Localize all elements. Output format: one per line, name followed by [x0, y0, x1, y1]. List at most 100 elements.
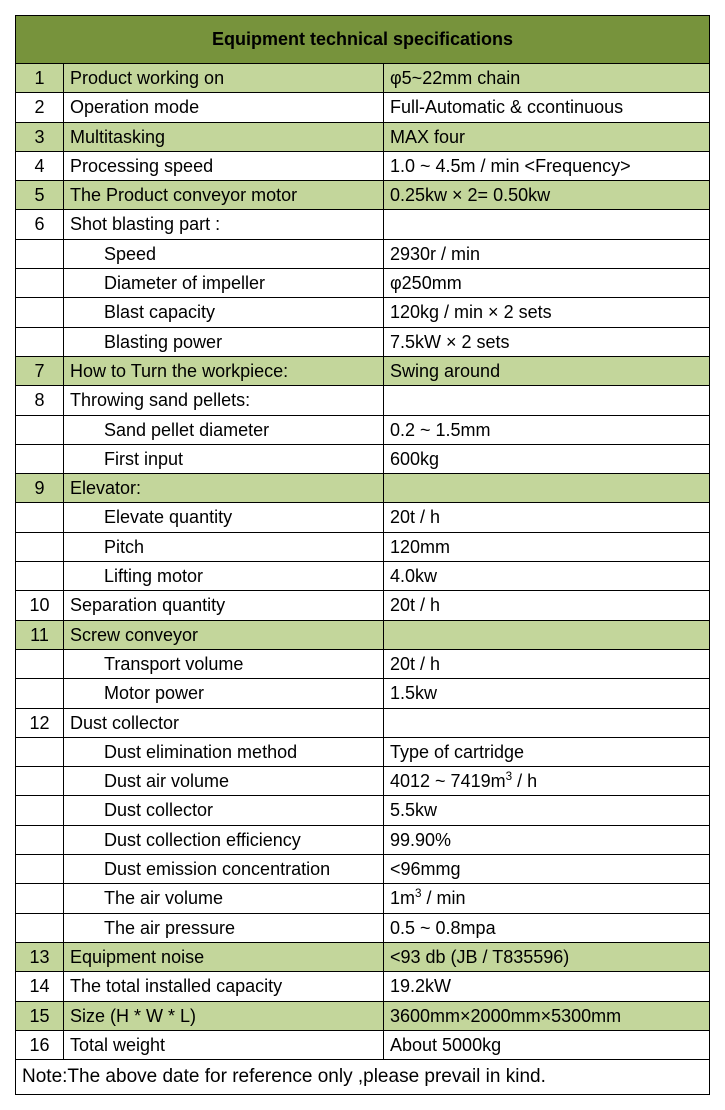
row-value: 1.5kw [384, 679, 710, 708]
row-number [16, 532, 64, 561]
table-row: 2Operation modeFull-Automatic & ccontinu… [16, 93, 710, 122]
row-number [16, 239, 64, 268]
row-label: Dust collection efficiency [64, 825, 384, 854]
table-row: Dust emission concentration<96mmg [16, 855, 710, 884]
table-row: Speed2930r / min [16, 239, 710, 268]
row-value: 20t / h [384, 591, 710, 620]
row-value: 1m3 / min [384, 884, 710, 913]
row-label: Shot blasting part : [64, 210, 384, 239]
row-number: 7 [16, 356, 64, 385]
row-label: Elevator: [64, 474, 384, 503]
row-label: The air volume [64, 884, 384, 913]
row-number: 15 [16, 1001, 64, 1030]
row-number: 2 [16, 93, 64, 122]
row-number: 1 [16, 64, 64, 93]
row-number [16, 737, 64, 766]
row-label: Dust collector [64, 708, 384, 737]
table-row: Dust air volume4012 ~ 7419m3 / h [16, 767, 710, 796]
row-number: 4 [16, 151, 64, 180]
row-value: φ250mm [384, 269, 710, 298]
note-row: Note:The above date for reference only ,… [16, 1060, 710, 1095]
table-row: 14The total installed capacity19.2kW [16, 972, 710, 1001]
row-number [16, 913, 64, 942]
table-row: 16Total weightAbout 5000kg [16, 1030, 710, 1059]
table-row: 4Processing speed1.0 ~ 4.5m / min <Frequ… [16, 151, 710, 180]
table-row: 11Screw conveyor [16, 620, 710, 649]
row-label: Total weight [64, 1030, 384, 1059]
table-row: Transport volume20t / h [16, 649, 710, 678]
row-label: Motor power [64, 679, 384, 708]
row-label: Sand pellet diameter [64, 415, 384, 444]
row-value: 4012 ~ 7419m3 / h [384, 767, 710, 796]
row-value [384, 474, 710, 503]
row-value [384, 386, 710, 415]
row-value: Full-Automatic & ccontinuous [384, 93, 710, 122]
row-label: Screw conveyor [64, 620, 384, 649]
row-number: 9 [16, 474, 64, 503]
row-value: <93 db (JB / T835596) [384, 942, 710, 971]
row-value: 20t / h [384, 503, 710, 532]
row-label: Transport volume [64, 649, 384, 678]
row-number [16, 415, 64, 444]
row-label: Speed [64, 239, 384, 268]
table-row: 15Size (H * W * L)3600mm×2000mm×5300mm [16, 1001, 710, 1030]
table-row: 7How to Turn the workpiece:Swing around [16, 356, 710, 385]
table-row: Dust elimination method Type of cartridg… [16, 737, 710, 766]
row-label: How to Turn the workpiece: [64, 356, 384, 385]
row-value: 600kg [384, 444, 710, 473]
row-label: Size (H * W * L) [64, 1001, 384, 1030]
table-row: First input600kg [16, 444, 710, 473]
row-label: Diameter of impeller [64, 269, 384, 298]
specifications-table: Equipment technical specifications 1Prod… [15, 15, 710, 1095]
row-label: Dust emission concentration [64, 855, 384, 884]
row-label: Processing speed [64, 151, 384, 180]
table-row: 8Throwing sand pellets: [16, 386, 710, 415]
row-value: 19.2kW [384, 972, 710, 1001]
row-number [16, 444, 64, 473]
row-number [16, 855, 64, 884]
row-number [16, 825, 64, 854]
table-row: Diameter of impellerφ250mm [16, 269, 710, 298]
row-label: Dust air volume [64, 767, 384, 796]
row-number [16, 503, 64, 532]
row-value [384, 708, 710, 737]
row-number: 14 [16, 972, 64, 1001]
row-value: 0.25kw × 2= 0.50kw [384, 181, 710, 210]
table-row: Dust collection efficiency99.90% [16, 825, 710, 854]
row-value: 1.0 ~ 4.5m / min <Frequency> [384, 151, 710, 180]
table-row: The air volume1m3 / min [16, 884, 710, 913]
row-label: Dust elimination method [64, 737, 384, 766]
table-row: Elevate quantity20t / h [16, 503, 710, 532]
row-value: 0.2 ~ 1.5mm [384, 415, 710, 444]
row-label: Equipment noise [64, 942, 384, 971]
table-row: The air pressure0.5 ~ 0.8mpa [16, 913, 710, 942]
row-value: φ5~22mm chain [384, 64, 710, 93]
row-value: 4.0kw [384, 562, 710, 591]
row-label: Separation quantity [64, 591, 384, 620]
table-row: 12Dust collector [16, 708, 710, 737]
table-row: 3MultitaskingMAX four [16, 122, 710, 151]
row-number [16, 327, 64, 356]
row-label: Throwing sand pellets: [64, 386, 384, 415]
row-label: Dust collector [64, 796, 384, 825]
row-value: MAX four [384, 122, 710, 151]
row-number: 16 [16, 1030, 64, 1059]
table-row: 9Elevator: [16, 474, 710, 503]
row-value [384, 210, 710, 239]
table-row: 6Shot blasting part : [16, 210, 710, 239]
row-value [384, 620, 710, 649]
row-value: 7.5kW × 2 sets [384, 327, 710, 356]
row-value: 120mm [384, 532, 710, 561]
row-value: 5.5kw [384, 796, 710, 825]
row-label: Blast capacity [64, 298, 384, 327]
table-row: Motor power1.5kw [16, 679, 710, 708]
row-value: 2930r / min [384, 239, 710, 268]
table-row: Pitch120mm [16, 532, 710, 561]
row-number [16, 562, 64, 591]
row-number [16, 269, 64, 298]
table-title: Equipment technical specifications [16, 16, 710, 64]
row-label: The air pressure [64, 913, 384, 942]
table-row: Lifting motor4.0kw [16, 562, 710, 591]
row-value: Swing around [384, 356, 710, 385]
row-value: <96mmg [384, 855, 710, 884]
